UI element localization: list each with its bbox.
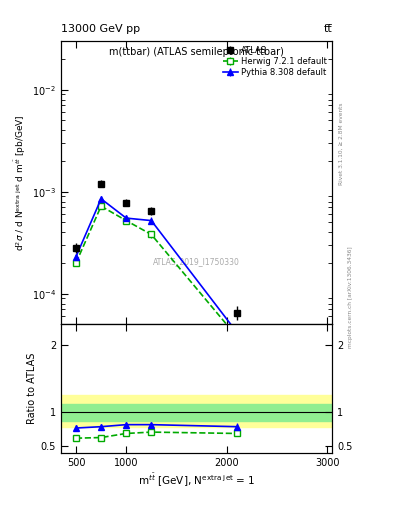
- Bar: [61, 395, 332, 428]
- Legend: ATLAS, Herwig 7.2.1 default, Pythia 8.308 default: ATLAS, Herwig 7.2.1 default, Pythia 8.30…: [220, 44, 330, 80]
- Text: 13000 GeV pp: 13000 GeV pp: [61, 24, 140, 34]
- Text: ATLAS_2019_I1750330: ATLAS_2019_I1750330: [153, 258, 240, 266]
- X-axis label: m$^{t\bar{t}}$ [GeV], N$^{\sf extra\ jet}$ = 1: m$^{t\bar{t}}$ [GeV], N$^{\sf extra\ jet…: [138, 472, 255, 489]
- Text: m(ttbar) (ATLAS semileptonic ttbar): m(ttbar) (ATLAS semileptonic ttbar): [109, 47, 284, 57]
- Y-axis label: d$^2\sigma$ / d N$^{\sf extra\ jet}$ d m$^{t\bar{t}}$ [pb/GeV]: d$^2\sigma$ / d N$^{\sf extra\ jet}$ d m…: [12, 114, 28, 251]
- Text: tt̅: tt̅: [323, 24, 332, 34]
- Text: Rivet 3.1.10, ≥ 2.8M events: Rivet 3.1.10, ≥ 2.8M events: [339, 102, 344, 185]
- Bar: [61, 404, 332, 420]
- Text: mcplots.cern.ch [arXiv:1306.3436]: mcplots.cern.ch [arXiv:1306.3436]: [348, 246, 353, 348]
- Y-axis label: Ratio to ATLAS: Ratio to ATLAS: [26, 353, 37, 424]
